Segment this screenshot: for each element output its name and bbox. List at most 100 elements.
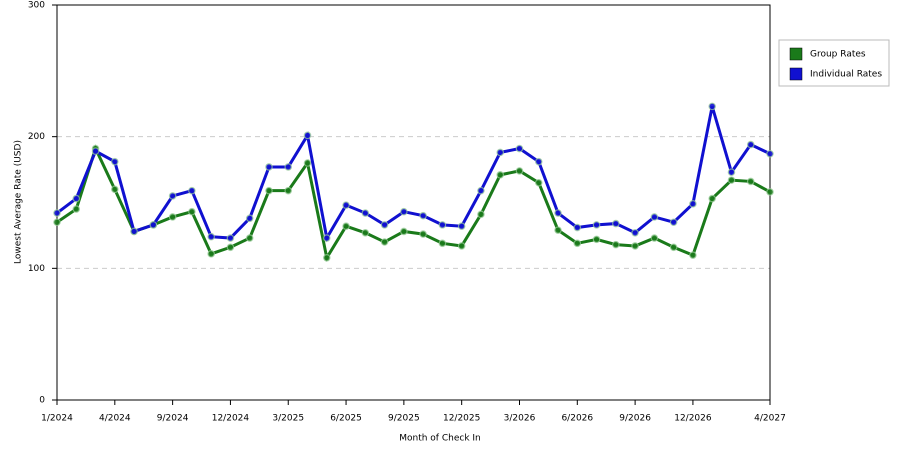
data-point: [419, 211, 427, 220]
data-point: [496, 171, 505, 179]
data-point: [303, 159, 312, 167]
data-point: [650, 213, 659, 221]
x-axis-label: Month of Check In: [399, 434, 481, 444]
data-point: [207, 250, 215, 258]
x-tick-label: 3/2026: [504, 414, 536, 424]
data-point: [361, 228, 370, 237]
data-point: [111, 185, 119, 194]
x-tick-label: 6/2025: [330, 414, 362, 424]
data-point: [322, 234, 331, 242]
data-point: [573, 223, 582, 232]
data-point: [592, 235, 601, 244]
data-point: [419, 230, 427, 238]
series-line: [56, 105, 771, 243]
data-point: [284, 163, 293, 171]
data-point: [746, 140, 755, 149]
data-point: [72, 194, 81, 203]
data-point: [149, 221, 158, 229]
x-tick-label: 3/2025: [272, 414, 304, 424]
data-point: [457, 242, 466, 250]
x-tick-label: 4/2024: [99, 414, 131, 424]
data-point: [631, 242, 639, 250]
data-point: [245, 214, 254, 223]
data-point: [669, 243, 678, 252]
y-tick-label: 0: [39, 396, 45, 406]
series-line: [56, 144, 771, 262]
data-point: [303, 131, 312, 140]
x-tick-label: 9/2024: [157, 414, 189, 424]
data-point: [265, 163, 273, 171]
data-point: [631, 228, 639, 237]
data-point: [592, 221, 601, 229]
x-tick-label: 6/2026: [561, 414, 593, 424]
data-point: [226, 243, 235, 252]
data-point: [111, 157, 119, 166]
data-point: [188, 207, 196, 216]
data-point: [91, 147, 100, 155]
data-point: [400, 227, 408, 236]
data-point: [727, 168, 736, 177]
data-point: [342, 222, 350, 231]
x-tick-label: 12/2025: [443, 414, 480, 424]
data-point: [245, 234, 254, 242]
data-point: [207, 232, 215, 241]
data-point: [766, 149, 774, 158]
data-point: [361, 209, 370, 217]
legend-swatch: [789, 47, 803, 61]
data-point: [477, 186, 485, 195]
data-point: [689, 200, 697, 208]
data-point: [669, 218, 678, 227]
legend-label: Group Rates: [810, 50, 866, 60]
data-point: [708, 194, 716, 203]
y-tick-label: 100: [28, 264, 45, 274]
data-point: [457, 222, 466, 231]
x-tick-label: 9/2025: [388, 414, 420, 424]
legend-label: Individual Rates: [810, 70, 882, 80]
data-point: [612, 219, 620, 228]
data-point: [284, 186, 293, 195]
legend-swatch: [789, 67, 803, 81]
data-point: [515, 144, 524, 153]
data-point: [188, 186, 196, 195]
data-point: [477, 210, 485, 219]
data-point: [226, 234, 235, 242]
data-point: [400, 207, 408, 216]
y-tick-label: 200: [28, 132, 45, 142]
data-point: [130, 227, 138, 236]
data-point: [515, 167, 524, 175]
data-point: [168, 192, 177, 200]
x-tick-label: 1/2024: [41, 414, 73, 424]
data-point: [438, 221, 447, 229]
data-point: [689, 251, 697, 259]
data-point: [554, 226, 562, 234]
data-point: [612, 240, 620, 249]
data-point: [766, 188, 774, 196]
x-tick-label: 12/2026: [674, 414, 712, 424]
data-point: [573, 239, 582, 248]
data-point: [727, 176, 736, 184]
data-point: [265, 186, 273, 195]
data-point: [342, 201, 350, 209]
x-tick-label: 12/2024: [212, 414, 250, 424]
x-tick-label: 9/2026: [619, 414, 651, 424]
data-point: [380, 221, 389, 229]
data-point: [496, 148, 505, 157]
y-tick-label: 300: [28, 1, 45, 11]
data-point: [322, 253, 331, 262]
data-point: [534, 157, 543, 166]
data-point: [72, 205, 81, 213]
data-point: [53, 218, 61, 227]
x-tick-label: 4/2027: [754, 414, 786, 424]
data-point: [708, 102, 716, 111]
plot-frame: [56, 4, 771, 401]
data-point: [53, 209, 61, 217]
data-point: [554, 209, 562, 217]
data-point: [534, 178, 543, 187]
y-axis-label: Lowest Average Rate (USD): [14, 140, 24, 264]
data-point: [746, 177, 755, 186]
data-point: [650, 234, 659, 242]
data-point: [168, 213, 177, 221]
data-point: [438, 239, 447, 248]
data-point: [380, 238, 389, 246]
